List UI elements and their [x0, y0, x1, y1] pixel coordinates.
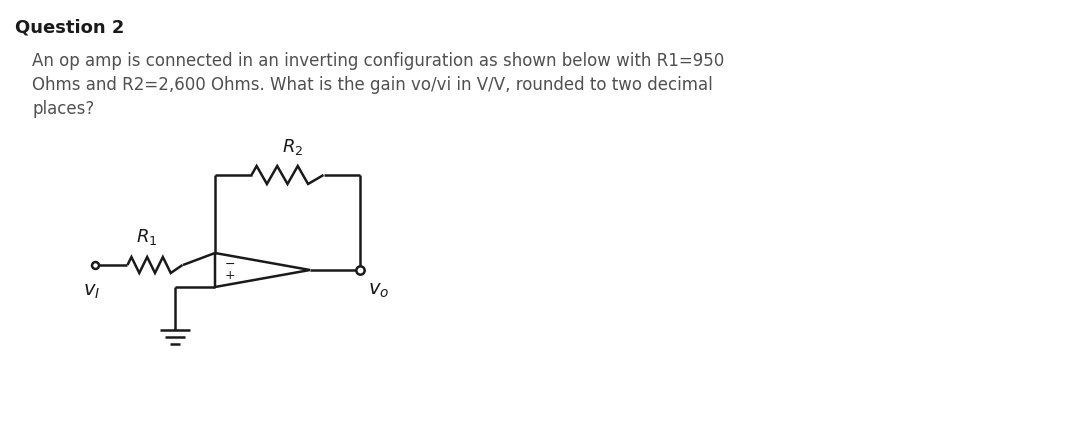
Text: −: −	[225, 258, 235, 271]
Text: An op amp is connected in an inverting configuration as shown below with R1=950: An op amp is connected in an inverting c…	[32, 52, 724, 70]
Text: Ohms and R2=2,600 Ohms. What is the gain vo/vi in V/V, rounded to two decimal: Ohms and R2=2,600 Ohms. What is the gain…	[32, 76, 713, 94]
Text: +: +	[225, 269, 235, 282]
Text: $v_o$: $v_o$	[368, 282, 389, 300]
Text: $R_1$: $R_1$	[136, 227, 157, 247]
Text: $v_I$: $v_I$	[83, 283, 101, 301]
Text: places?: places?	[32, 100, 94, 118]
Text: $R_2$: $R_2$	[281, 137, 303, 157]
Text: Question 2: Question 2	[15, 18, 124, 36]
